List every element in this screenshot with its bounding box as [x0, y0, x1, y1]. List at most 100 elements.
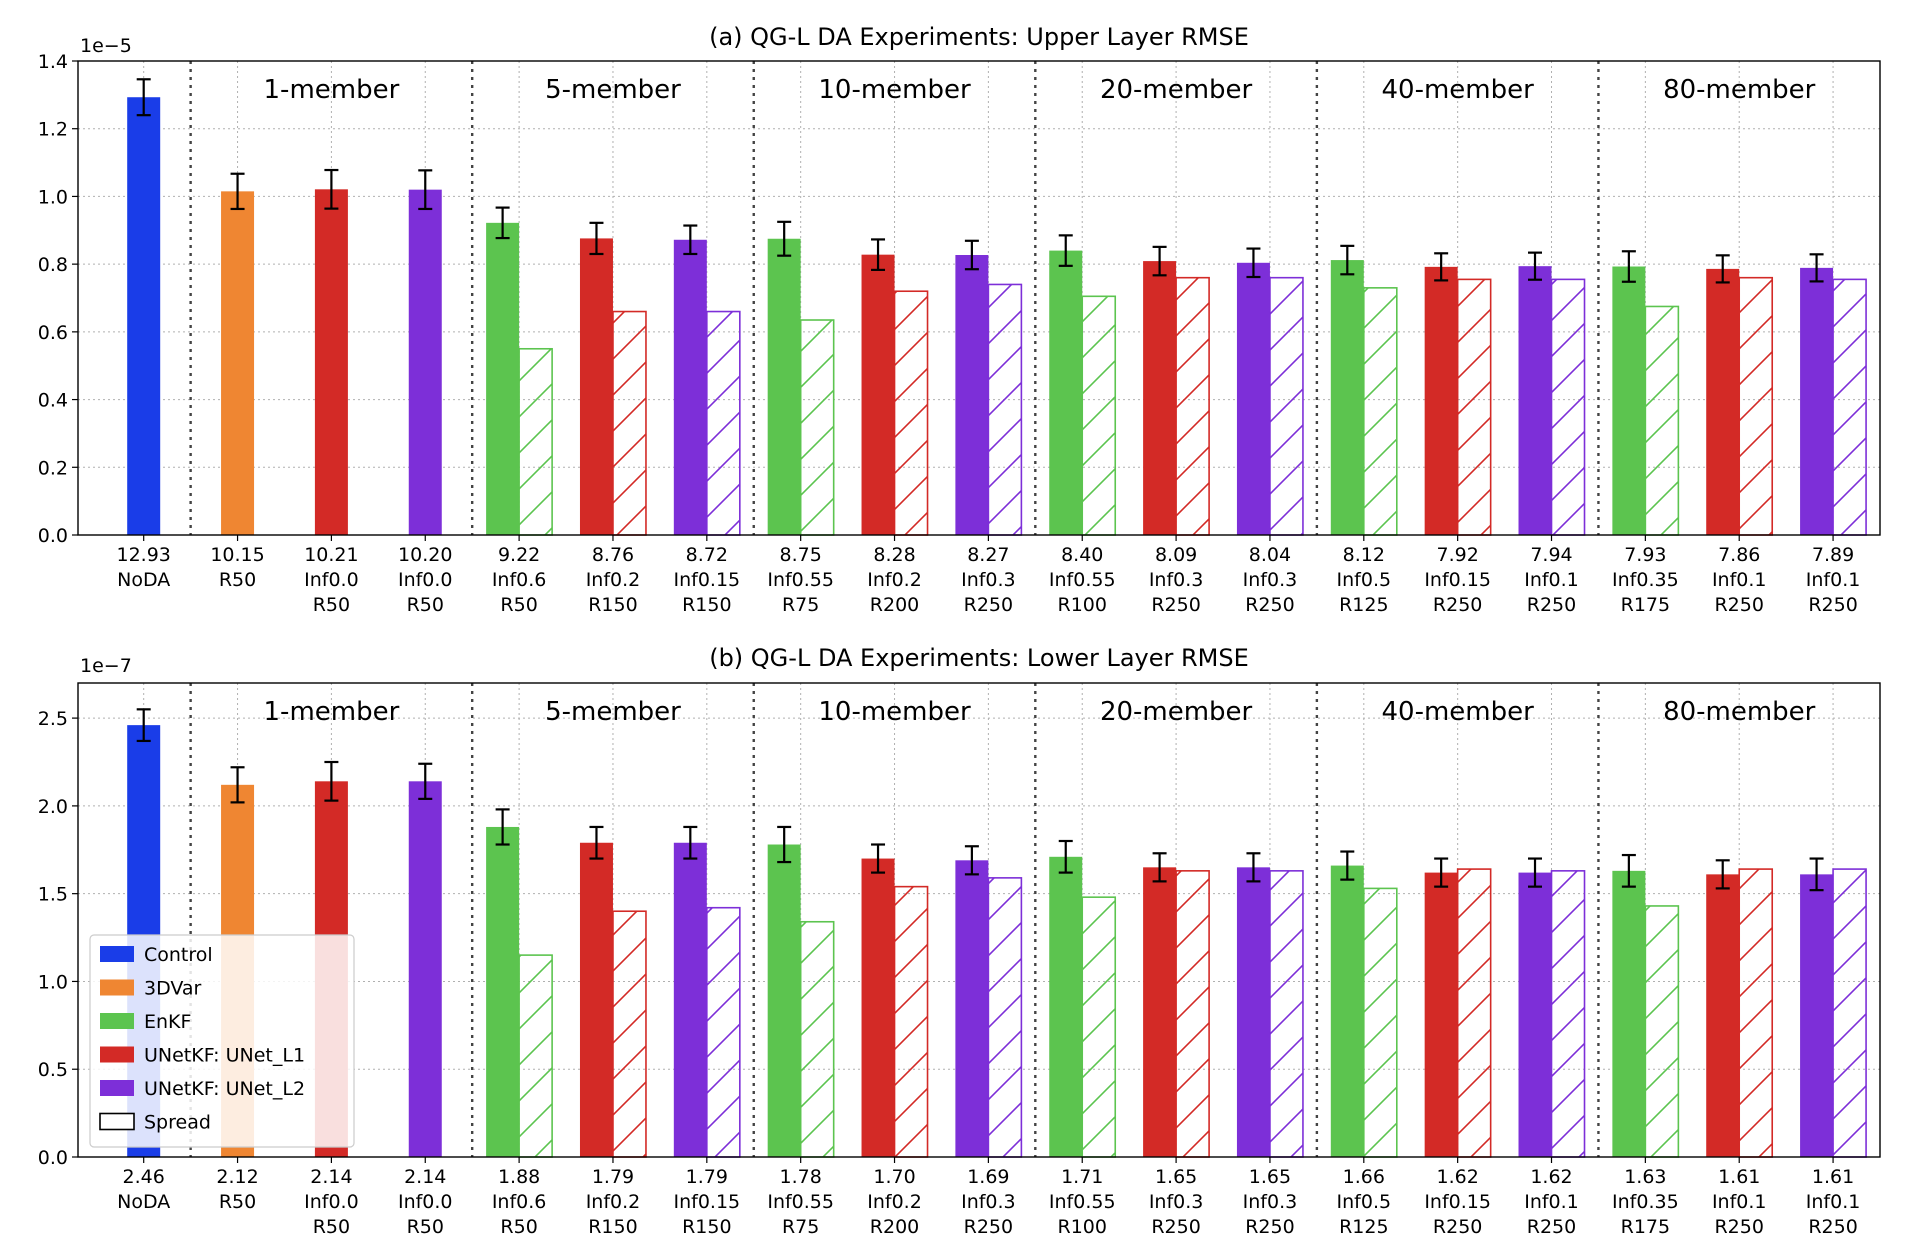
x-tick-label-line: 1.78: [780, 1166, 822, 1188]
x-tick-label-line: Inf0.3: [1243, 569, 1298, 591]
spread-bar: [612, 910, 647, 1158]
chart-title: (b) QG-L DA Experiments: Lower Layer RMS…: [709, 644, 1249, 672]
x-tick-label-line: Inf0.15: [1424, 1191, 1491, 1213]
spread-bar: [1081, 896, 1117, 1158]
x-tick-label-line: R250: [1151, 594, 1200, 616]
x-tick-label-line: 7.93: [1624, 544, 1666, 566]
rmse-bar: [1330, 865, 1364, 1157]
spread-bar: [1644, 905, 1680, 1158]
spread-bar: [1269, 870, 1304, 1158]
rmse-bar: [1800, 874, 1834, 1157]
rmse-bar: [1518, 266, 1552, 535]
panel-upper-layer: (a) QG-L DA Experiments: Upper Layer RMS…: [38, 23, 1881, 616]
group-label: 40-member: [1382, 75, 1535, 105]
x-tick-label-line: 2.14: [404, 1166, 446, 1188]
x-tick-label-line: Inf0.55: [1049, 1191, 1116, 1213]
rmse-bar: [1612, 870, 1646, 1157]
x-tick-label-line: 8.76: [592, 544, 634, 566]
legend-label: 3DVar: [144, 978, 202, 1000]
x-tick-label-line: R50: [313, 1216, 350, 1238]
legend-label: Spread: [144, 1112, 211, 1134]
x-tick-label: 8.72 Inf0.15 R150: [674, 544, 741, 616]
rmse-bar: [486, 826, 520, 1157]
x-tick-label-line: Inf0.6: [492, 1191, 547, 1213]
plot-frame: [77, 60, 1881, 536]
y-tick-label: 0.0: [38, 1147, 68, 1169]
x-tick-label-line: Inf0.6: [492, 569, 547, 591]
x-tick-label: 1.63 Inf0.35 R175: [1612, 1166, 1679, 1238]
x-tick-label: 8.27 Inf0.3 R250: [961, 544, 1016, 616]
x-tick-label: 2.14 Inf0.0 R50: [304, 1166, 359, 1238]
x-tick-label: 10.21 Inf0.0 R50: [304, 544, 359, 616]
legend-frame: [89, 934, 355, 1148]
x-tick-label: 1.66 Inf0.5 R125: [1337, 1166, 1392, 1238]
x-tick-label-line: R150: [682, 594, 731, 616]
x-tick-label-line: R50: [500, 1216, 537, 1238]
x-tick-label-line: R250: [1151, 1216, 1200, 1238]
legend-label: UNetKF: UNet_L1: [144, 1045, 305, 1067]
x-tick-label: 1.71 Inf0.55 R100: [1049, 1166, 1116, 1238]
spread-bar: [706, 906, 741, 1158]
x-tick-label: 1.69 Inf0.3 R250: [961, 1166, 1016, 1238]
rmse-bar: [861, 858, 895, 1157]
rmse-bar: [579, 842, 613, 1157]
x-tick-label-line: R125: [1339, 1216, 1388, 1238]
x-tick-label-line: Inf0.1: [1524, 1191, 1579, 1213]
x-tick-label-line: Inf0.3: [961, 1191, 1016, 1213]
plot-frame: [77, 682, 1881, 1158]
x-tick-label-line: 7.89: [1812, 544, 1854, 566]
spread-bar: [1550, 278, 1586, 536]
rmse-bar: [579, 238, 613, 535]
x-tick-label: 1.79 Inf0.2 R150: [586, 1166, 641, 1238]
x-tick-label-line: 1.79: [686, 1166, 728, 1188]
spread-bar: [1363, 887, 1398, 1158]
x-tick-label-line: R50: [219, 569, 256, 591]
group-label: 80-member: [1663, 75, 1816, 105]
legend-label: UNetKF: UNet_L2: [144, 1078, 305, 1100]
x-tick-label-line: 1.65: [1155, 1166, 1197, 1188]
legend-label: EnKF: [144, 1011, 191, 1033]
x-tick-label-line: R250: [1714, 1216, 1763, 1238]
x-tick-label-line: Inf0.55: [1049, 569, 1116, 591]
rmse-bar: [127, 97, 161, 535]
x-tick-label-line: 2.14: [310, 1166, 352, 1188]
spread-bar: [518, 347, 553, 536]
x-tick-label-line: 8.75: [780, 544, 822, 566]
y-tick-label: 0.0: [38, 525, 68, 547]
x-tick-label-line: Inf0.3: [1243, 1191, 1298, 1213]
rmse-bar: [767, 844, 801, 1157]
x-tick-label-line: Inf0.2: [586, 569, 641, 591]
y-exponent-label: 1e−7: [80, 655, 132, 677]
spread-bar: [706, 310, 741, 536]
x-tick-label-line: Inf0.55: [767, 569, 834, 591]
spread-bar: [1363, 287, 1398, 536]
rmse-bar: [1706, 268, 1740, 535]
x-tick-label-line: R175: [1621, 1216, 1670, 1238]
spread-bar: [1550, 870, 1586, 1158]
legend-swatch: [100, 1013, 134, 1029]
spread-bar: [893, 290, 929, 536]
x-tick-label: 7.93 Inf0.35 R175: [1612, 544, 1679, 616]
x-tick-label-line: 8.72: [686, 544, 728, 566]
x-tick-label-line: Inf0.0: [304, 569, 359, 591]
x-tick-label-line: 7.92: [1437, 544, 1479, 566]
y-tick-label: 1.0: [38, 186, 68, 208]
x-tick-label: 1.61 Inf0.1 R250: [1806, 1166, 1861, 1238]
x-tick-label-line: 1.65: [1249, 1166, 1291, 1188]
x-tick-label: 7.92 Inf0.15 R250: [1424, 544, 1491, 616]
x-tick-label-line: R50: [219, 1191, 256, 1213]
x-tick-label-line: Inf0.1: [1806, 569, 1861, 591]
x-tick-label-line: Inf0.15: [674, 1191, 741, 1213]
rmse-bar: [1424, 266, 1458, 535]
y-tick-label: 1.2: [38, 119, 68, 141]
x-tick-label: 1.62 Inf0.1 R250: [1524, 1166, 1579, 1238]
x-tick-label-line: 1.79: [592, 1166, 634, 1188]
rmse-bar: [1236, 262, 1270, 535]
rmse-bar: [486, 222, 520, 535]
spread-bar: [987, 283, 1023, 536]
x-tick-label-line: R250: [1808, 594, 1857, 616]
x-tick-label-line: R75: [782, 1216, 819, 1238]
x-tick-label-line: Inf0.5: [1337, 569, 1392, 591]
x-tick-label: 1.78 Inf0.55 R75: [767, 1166, 834, 1238]
